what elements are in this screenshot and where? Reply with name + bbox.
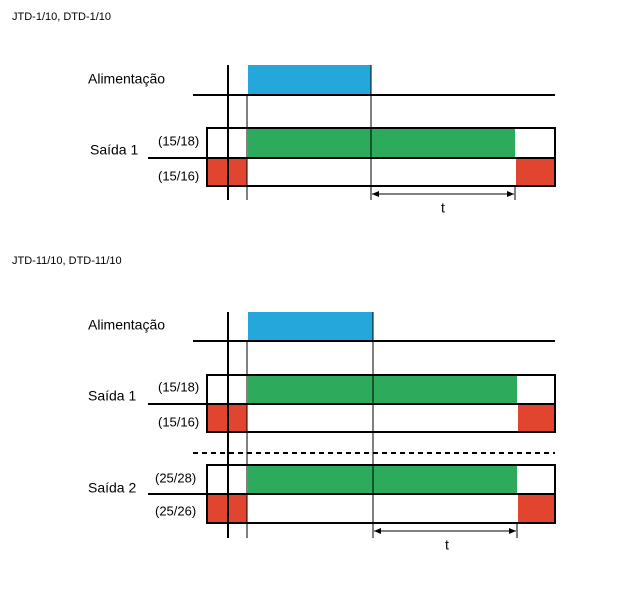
contact-on (516, 158, 555, 186)
power-pulse (248, 65, 371, 95)
diagram-title: JTD-1/10, DTD-1/10 (12, 11, 111, 23)
contact-label: (15/18) (158, 379, 199, 394)
time-label: t (441, 200, 445, 216)
power-pulse (248, 312, 373, 341)
contact-on (248, 376, 517, 404)
contact-label: (15/16) (158, 414, 199, 429)
power-label: Alimentação (88, 71, 165, 87)
diagram-1: JTD-1/10, DTD-1/10 Alimentação Saída 1 (… (12, 11, 556, 216)
output-label: Saída 1 (88, 388, 136, 404)
diagram-title: JTD-11/10, DTD-11/10 (12, 255, 122, 267)
contact-label: (25/28) (155, 470, 196, 485)
contact-on (518, 404, 555, 432)
time-label: t (445, 537, 449, 553)
contact-on (248, 466, 517, 494)
output-label: Saída 1 (90, 142, 138, 158)
contact-on (518, 494, 555, 523)
contact-label: (15/18) (158, 133, 199, 148)
contact-on (248, 129, 515, 158)
power-label: Alimentação (88, 317, 165, 333)
output-label: Saída 2 (88, 480, 136, 496)
diagram-2: JTD-11/10, DTD-11/10 Alimentação Saída 1… (12, 255, 556, 553)
contact-label: (15/16) (158, 168, 199, 183)
contact-label: (25/26) (155, 503, 196, 518)
